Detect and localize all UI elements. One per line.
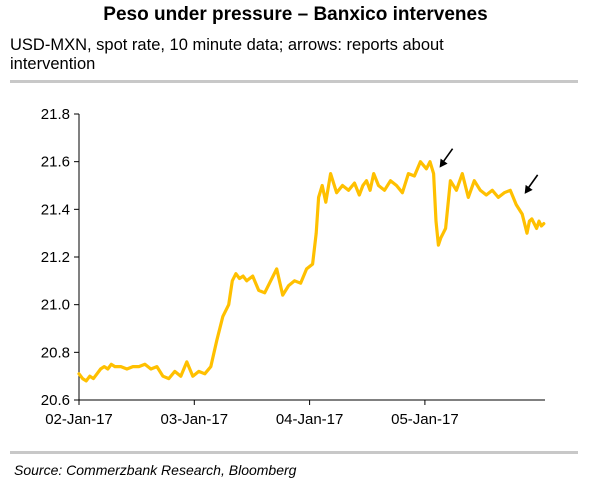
y-axis-ticks: 20.6 20.8 21.0 21.2 21.4 21.6 21.8 — [41, 106, 79, 409]
x-axis-ticks: 02-Jan-17 03-Jan-17 04-Jan-17 05-Jan-17 — [45, 400, 459, 428]
x-tick-label: 05-Jan-17 — [391, 411, 459, 428]
top-divider — [10, 80, 578, 83]
y-tick-label: 21.2 — [41, 249, 70, 266]
y-tick-label: 21.8 — [41, 106, 70, 123]
chart-source: Source: Commerzbank Research, Bloomberg — [14, 462, 297, 478]
chart-subtitle: USD-MXN, spot rate, 10 minute data; arro… — [10, 36, 444, 73]
line-chart: 20.6 20.8 21.0 21.2 21.4 21.6 21.8 02-Jan-17 03… — [41, 106, 546, 428]
y-tick-label: 21.4 — [41, 201, 70, 218]
usd-mxn-series-line — [77, 160, 546, 383]
intervention-arrow-shaft — [441, 148, 454, 164]
y-tick-label: 21.6 — [41, 154, 70, 171]
y-tick-label: 20.6 — [41, 392, 70, 409]
intervention-arrow-shaft — [526, 174, 539, 190]
annotations-group — [439, 148, 539, 194]
intervention-arrow-head — [439, 158, 448, 168]
x-tick-label: 03-Jan-17 — [161, 411, 229, 428]
x-tick-label: 02-Jan-17 — [45, 411, 113, 428]
y-tick-label: 21.0 — [41, 297, 70, 314]
y-tick-label: 20.8 — [41, 344, 70, 361]
bottom-divider — [10, 451, 578, 454]
x-tick-label: 04-Jan-17 — [276, 411, 344, 428]
intervention-arrow-head — [524, 184, 533, 194]
chart-title: Peso under pressure – Banxico intervenes — [103, 4, 488, 25]
series-group — [77, 160, 546, 383]
